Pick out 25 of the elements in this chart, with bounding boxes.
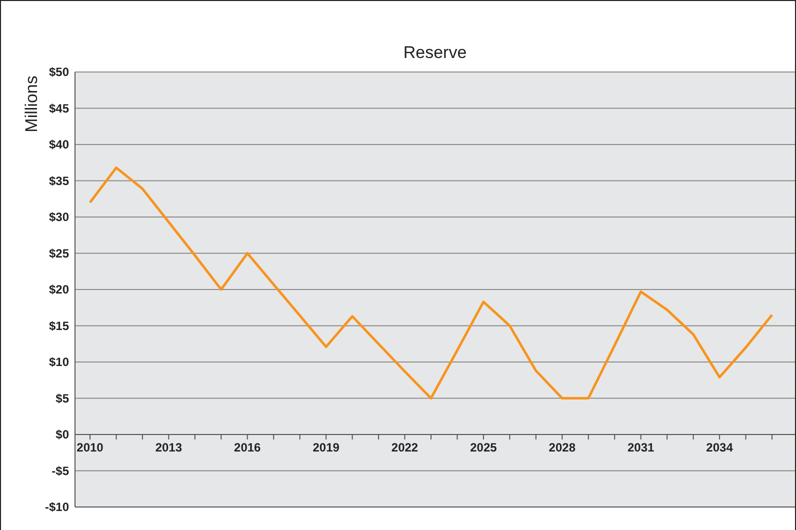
y-tick-label: $50 (48, 65, 70, 79)
x-tick-label: 2025 (470, 440, 498, 454)
y-tick-label: $40 (48, 138, 70, 152)
y-tick-label: $25 (48, 246, 70, 260)
y-tick-label: -$10 (44, 500, 70, 514)
y-tick-label: $10 (48, 355, 70, 369)
y-tick-label: $5 (56, 391, 70, 406)
y-tick-label: $30 (48, 210, 70, 224)
y-tick-label: $15 (48, 318, 70, 333)
x-tick-label: 2013 (155, 440, 182, 454)
y-tick-label: $45 (48, 101, 70, 116)
x-tick-label: 2031 (627, 440, 655, 454)
y-tick-label: $35 (48, 174, 70, 188)
x-tick-label: 2028 (548, 440, 576, 454)
chart-title: Reserve (403, 43, 467, 62)
x-tick-label: 2019 (312, 440, 340, 454)
x-tick-label: 2016 (234, 440, 262, 454)
x-tick-label: 2022 (391, 440, 418, 454)
y-tick-label: $0 (56, 428, 70, 442)
x-tick-label: 2034 (706, 440, 734, 454)
y-tick-label: $20 (48, 282, 70, 296)
line-series (88, 166, 774, 400)
y-tick-label: -$5 (52, 464, 70, 478)
y-axis-title: Millions (22, 76, 41, 132)
x-tick-label: 2010 (76, 440, 104, 454)
